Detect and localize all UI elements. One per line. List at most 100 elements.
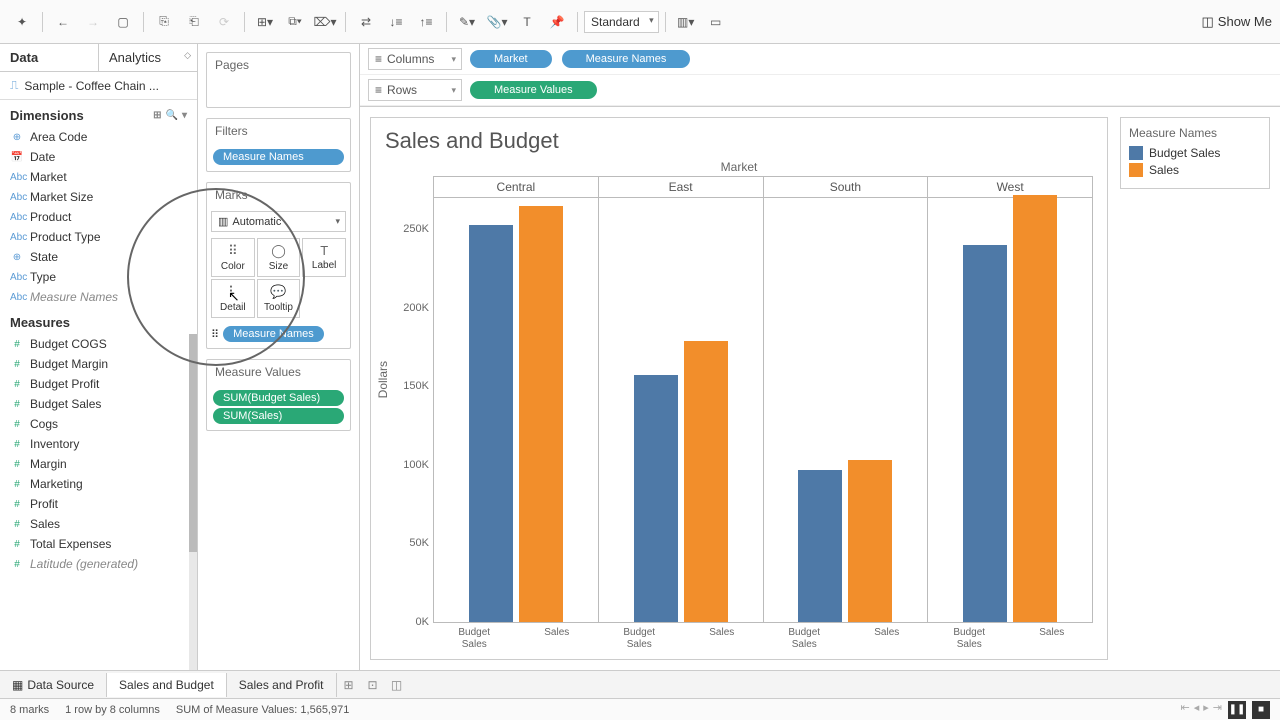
marks-tooltip[interactable]: 💬Tooltip [257, 279, 301, 318]
bar-sales[interactable] [848, 460, 892, 622]
chart-title[interactable]: Sales and Budget [385, 128, 1093, 154]
present-icon[interactable]: ▭ [702, 8, 730, 36]
legend-item[interactable]: Sales [1129, 163, 1261, 177]
clear-icon[interactable]: ⌦▾ [311, 8, 339, 36]
filter-pill[interactable]: Measure Names [213, 149, 344, 165]
marks-color[interactable]: ⠿Color [211, 238, 255, 277]
measure-field[interactable]: #Budget Profit [0, 374, 189, 394]
columns-shelf[interactable]: ≡Columns Market Measure Names [360, 44, 1280, 75]
dimension-field[interactable]: AbcMarket [0, 167, 197, 187]
bar-sales[interactable] [684, 341, 728, 622]
new-datasource-icon[interactable]: ⎘ [150, 8, 178, 36]
dimension-field[interactable]: AbcType [0, 267, 197, 287]
measure-field[interactable]: #Profit [0, 494, 189, 514]
cards-icon[interactable]: ▥▾ [672, 8, 700, 36]
pages-card[interactable]: Pages [206, 52, 351, 108]
bar-sales[interactable] [519, 206, 563, 622]
measure-values-card[interactable]: Measure Values SUM(Budget Sales) SUM(Sal… [206, 359, 351, 431]
measure-field[interactable]: #Margin [0, 454, 189, 474]
mval-pill-2[interactable]: SUM(Sales) [213, 408, 344, 424]
datasource-row[interactable]: ⎍ Sample - Coffee Chain ... [0, 72, 197, 100]
nav-next-icon[interactable]: ▸ [1203, 701, 1209, 719]
sort-desc-icon[interactable]: ↑≡ [412, 8, 440, 36]
measure-field[interactable]: #Inventory [0, 434, 189, 454]
dimension-field[interactable]: 📅Date [0, 147, 197, 167]
dimension-field[interactable]: AbcProduct Type [0, 227, 197, 247]
search-icon[interactable]: 🔍 [166, 110, 178, 121]
dimension-field[interactable]: ⊕Area Code [0, 127, 197, 147]
new-dashboard-icon[interactable]: ⊡ [361, 678, 385, 692]
field-label: Sales [30, 517, 60, 531]
marks-color-pill[interactable]: Measure Names [223, 326, 324, 342]
datasource-icon: ⎍ [10, 78, 18, 93]
marks-detail[interactable]: ⠇Detail [211, 279, 255, 318]
new-sheet-icon[interactable]: ⊞▾ [251, 8, 279, 36]
highlight-icon[interactable]: ✎▾ [453, 8, 481, 36]
filters-card[interactable]: Filters Measure Names [206, 118, 351, 172]
measure-field[interactable]: #Total Expenses [0, 534, 189, 554]
dimension-field[interactable]: AbcMeasure Names [0, 287, 197, 307]
tab-analytics[interactable]: Analytics◇ [99, 44, 197, 71]
chart-bars[interactable] [433, 198, 1093, 622]
new-worksheet-icon[interactable]: ⊞ [337, 678, 361, 692]
logo-icon[interactable]: ✦ [8, 8, 36, 36]
measure-field[interactable]: #Cogs [0, 414, 189, 434]
sort-asc-icon[interactable]: ↓≡ [382, 8, 410, 36]
legend-item[interactable]: Budget Sales [1129, 146, 1261, 160]
pin-icon[interactable]: 📌 [543, 8, 571, 36]
field-label: Area Code [30, 130, 87, 144]
bar-sales[interactable] [1013, 195, 1057, 622]
row-pill-mvals[interactable]: Measure Values [470, 81, 597, 99]
duplicate-icon[interactable]: ⧉▾ [281, 8, 309, 36]
nav-prev-icon[interactable]: ◂ [1194, 701, 1200, 719]
measure-field[interactable]: #Latitude (generated) [0, 554, 189, 574]
dimension-field[interactable]: AbcMarket Size [0, 187, 197, 207]
col-pill-market[interactable]: Market [470, 50, 552, 68]
field-icon: # [10, 499, 24, 510]
dimension-field[interactable]: ⊕State [0, 247, 197, 267]
color-legend[interactable]: Measure Names Budget SalesSales [1120, 117, 1270, 189]
forward-icon[interactable]: → [79, 8, 107, 36]
label-icon[interactable]: T [513, 8, 541, 36]
back-icon[interactable]: ← [49, 8, 77, 36]
scrollbar[interactable] [189, 334, 197, 670]
bar-budget[interactable] [634, 375, 678, 622]
nav-last-icon[interactable]: ⇥ [1213, 701, 1222, 719]
field-label: Type [30, 270, 56, 284]
marks-label[interactable]: TLabel [302, 238, 346, 277]
nav-first-icon[interactable]: ⇤ [1181, 701, 1190, 719]
new-story-icon[interactable]: ◫ [385, 678, 409, 692]
bar-budget[interactable] [798, 470, 842, 622]
marks-size[interactable]: ◯Size [257, 238, 301, 277]
show-me-button[interactable]: ◫ Show Me [1202, 14, 1273, 30]
pause-icon[interactable]: ⎗ [180, 8, 208, 36]
measure-field[interactable]: #Budget COGS [0, 334, 189, 354]
tab-sheet-1[interactable]: Sales and Budget [107, 673, 227, 697]
bar-budget[interactable] [963, 245, 1007, 622]
mval-pill-1[interactable]: SUM(Budget Sales) [213, 390, 344, 406]
refresh-icon[interactable]: ⟳ [210, 8, 238, 36]
measure-field[interactable]: #Budget Sales [0, 394, 189, 414]
record-button[interactable]: ■ [1252, 701, 1270, 719]
marks-type-select[interactable]: ▥Automatic [211, 211, 346, 232]
label-icon: T [305, 243, 343, 258]
tab-datasource[interactable]: ▦Data Source [0, 673, 107, 697]
fit-select[interactable]: Standard [584, 11, 659, 33]
pause-button[interactable]: ❚❚ [1228, 701, 1246, 719]
legend-swatch [1129, 146, 1143, 160]
dimension-field[interactable]: AbcProduct [0, 207, 197, 227]
group-icon[interactable]: 📎▾ [483, 8, 511, 36]
view-icon[interactable]: ⊞ [153, 110, 161, 121]
save-icon[interactable]: ▢ [109, 8, 137, 36]
menu-icon[interactable]: ▾ [182, 110, 187, 121]
field-label: State [30, 250, 58, 264]
col-pill-measurenames[interactable]: Measure Names [562, 50, 691, 68]
tab-sheet-2[interactable]: Sales and Profit [227, 673, 337, 697]
bar-budget[interactable] [469, 225, 513, 622]
measure-field[interactable]: #Marketing [0, 474, 189, 494]
swap-icon[interactable]: ⇄ [352, 8, 380, 36]
tab-data[interactable]: Data [0, 44, 99, 71]
measure-field[interactable]: #Budget Margin [0, 354, 189, 374]
rows-shelf[interactable]: ≡Rows Measure Values [360, 75, 1280, 106]
measure-field[interactable]: #Sales [0, 514, 189, 534]
